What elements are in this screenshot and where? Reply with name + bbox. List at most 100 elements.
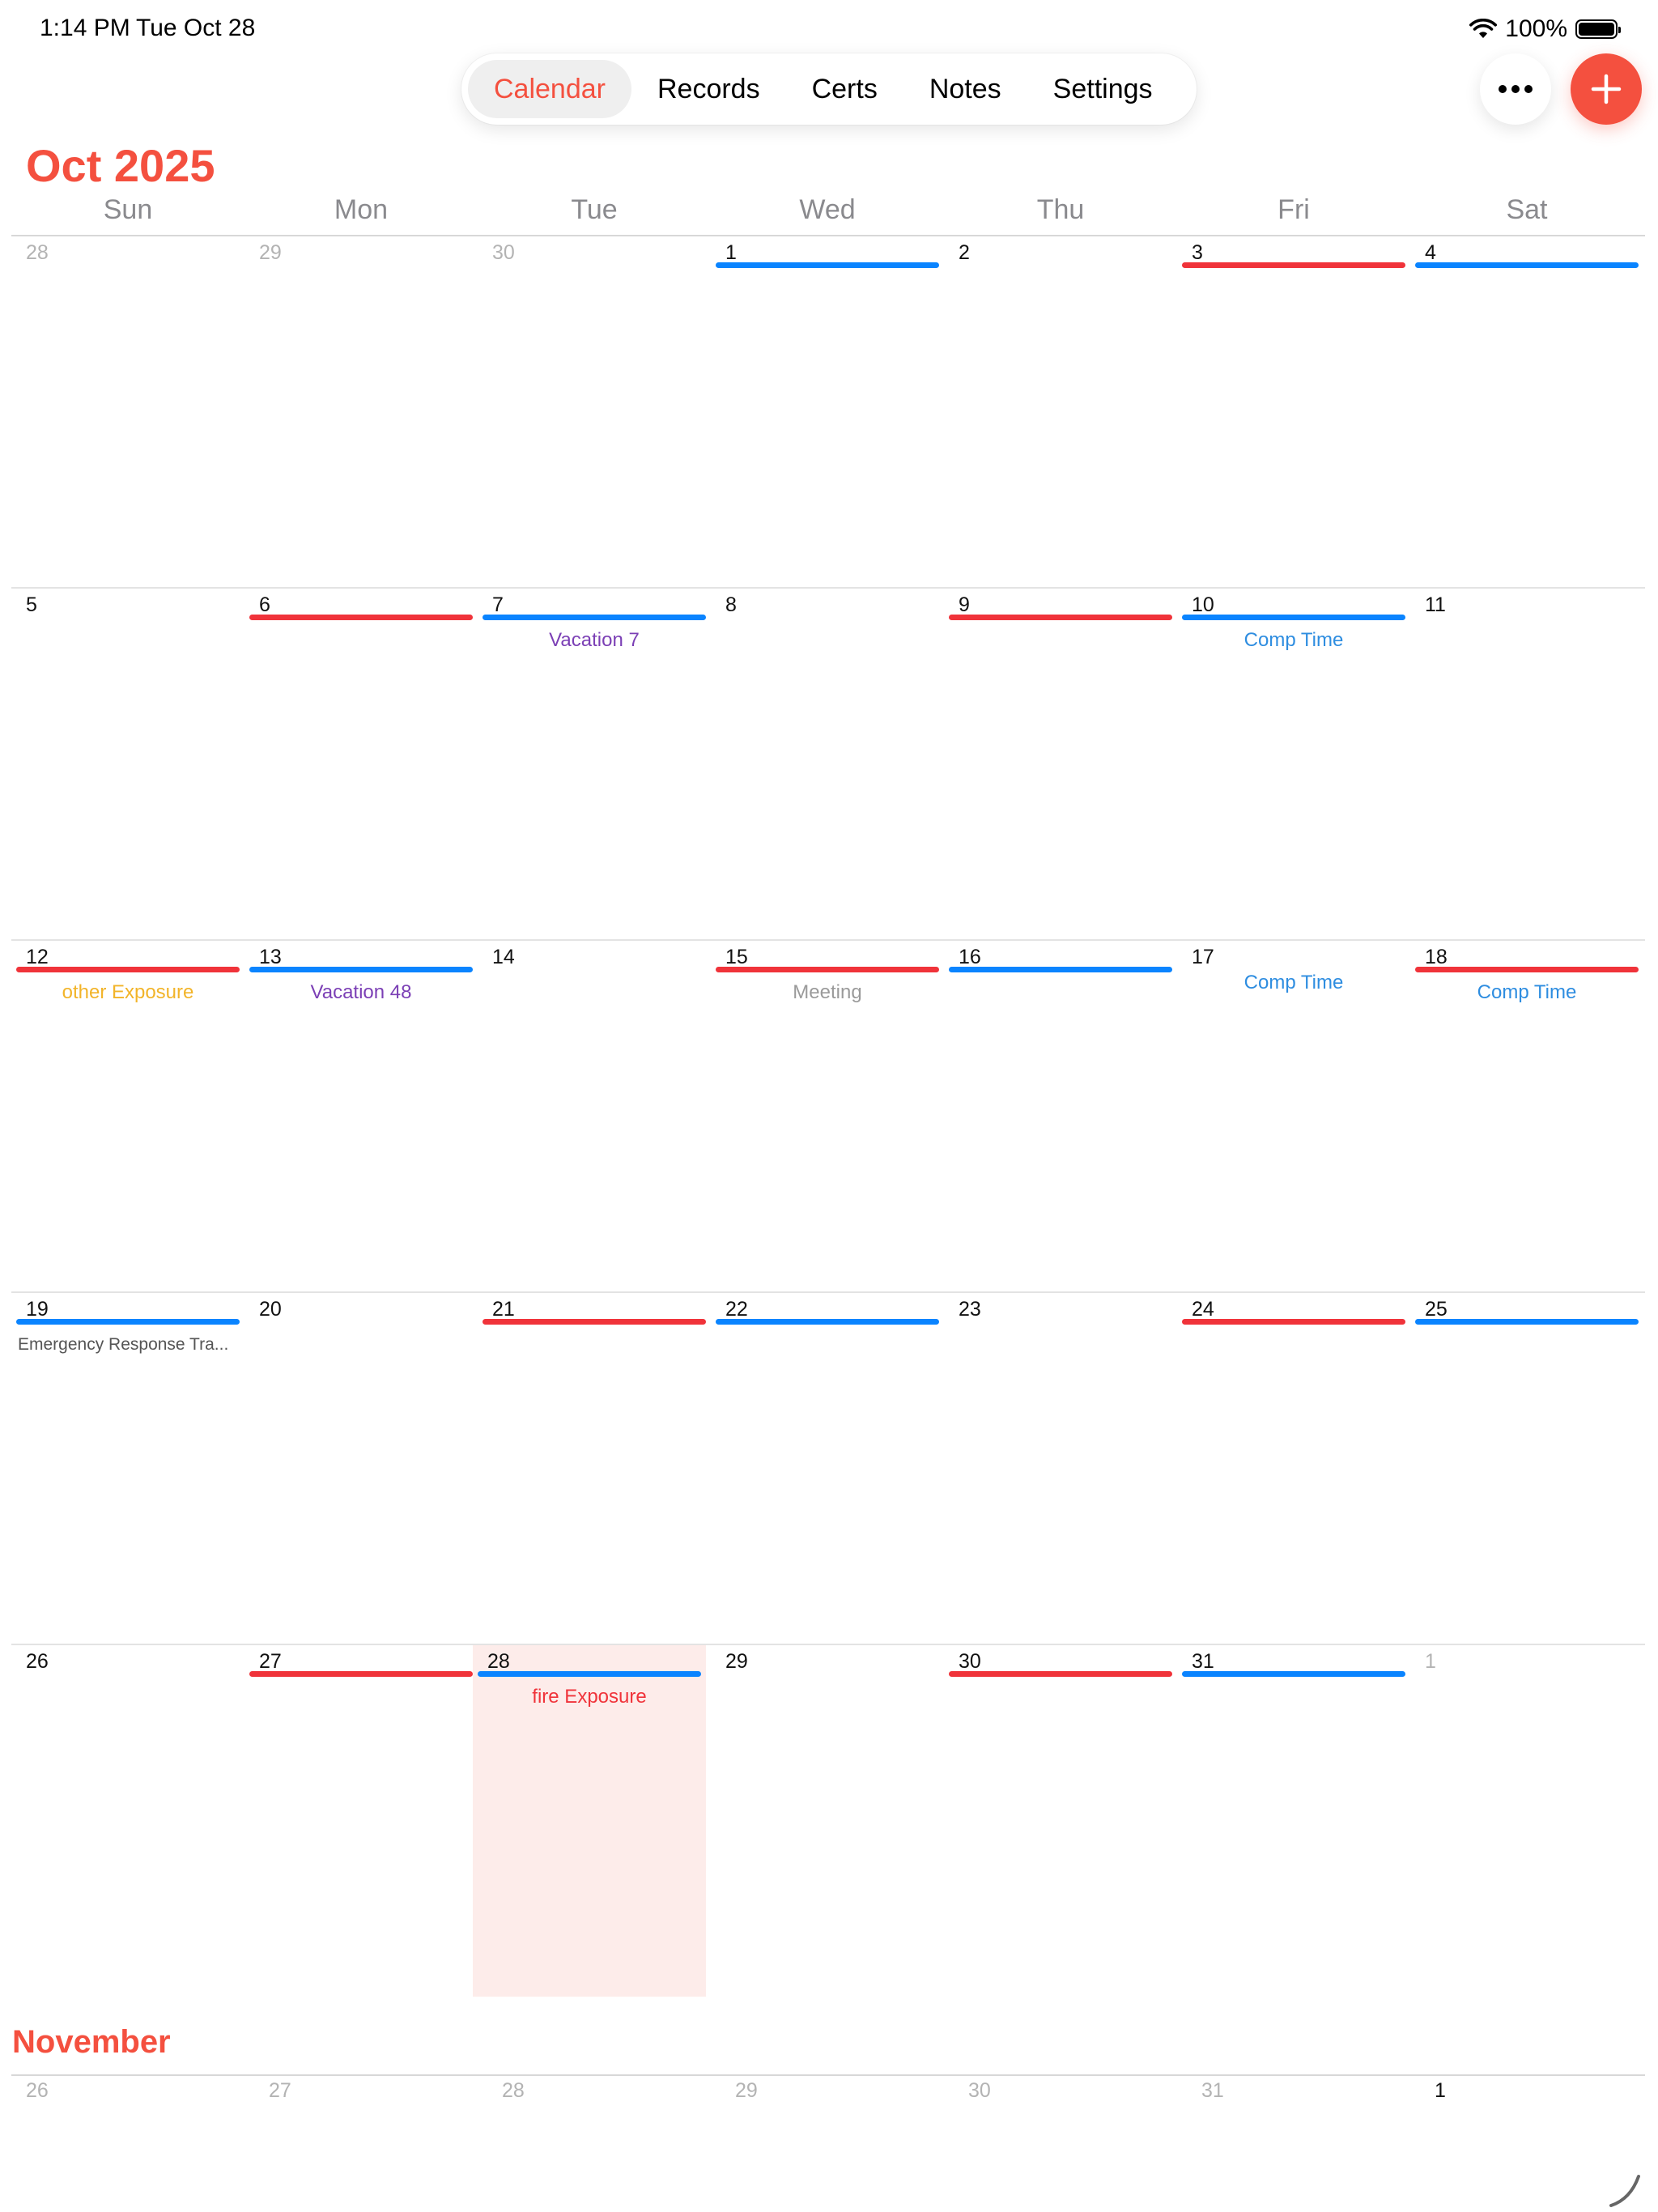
shift-bar-red [483, 1319, 706, 1325]
week-divider [11, 1644, 1645, 1645]
day-cell[interactable]: 17 Comp Time [1177, 941, 1410, 1292]
day-cell[interactable]: 6 [244, 589, 478, 940]
next-month-day[interactable]: 30 [968, 2079, 991, 2102]
day-cell[interactable]: 1 [1410, 1645, 1643, 1997]
day-number: 22 [725, 1298, 748, 1321]
day-number: 5 [26, 593, 37, 616]
shift-bar-red [1415, 967, 1639, 972]
weekday-wed: Wed [799, 194, 856, 225]
day-number: 28 [26, 241, 49, 264]
day-cell[interactable]: 29 [244, 236, 478, 588]
day-number: 21 [492, 1298, 515, 1321]
event-label[interactable]: fire Exposure [532, 1686, 647, 1708]
next-month-day[interactable]: 28 [502, 2079, 525, 2102]
day-cell[interactable]: 16 [944, 941, 1177, 1292]
day-cell[interactable]: 19 Emergency Response Tra... [11, 1293, 244, 1644]
day-cell[interactable]: 2 [944, 236, 1177, 588]
day-cell[interactable]: 9 [944, 589, 1177, 940]
day-cell[interactable]: 1 [711, 236, 944, 588]
shift-bar-blue [249, 967, 473, 972]
next-month-day[interactable]: 27 [269, 2079, 291, 2102]
add-button[interactable] [1571, 53, 1642, 125]
weekday-fri: Fri [1278, 194, 1310, 225]
day-cell[interactable]: 23 [944, 1293, 1177, 1644]
day-cell[interactable]: 24 [1177, 1293, 1410, 1644]
day-number: 31 [1192, 1650, 1214, 1673]
next-month-day[interactable]: 26 [26, 2079, 49, 2102]
shift-bar-red [249, 615, 473, 620]
day-number: 4 [1425, 241, 1436, 264]
day-number: 19 [26, 1298, 49, 1321]
day-cell[interactable]: 13 Vacation 48 [244, 941, 478, 1292]
event-label[interactable]: Emergency Response Tra... [18, 1335, 229, 1354]
day-cell[interactable]: 10 Comp Time [1177, 589, 1410, 940]
day-cell[interactable]: 21 [478, 1293, 711, 1644]
day-cell[interactable]: 3 [1177, 236, 1410, 588]
shift-bar-red [716, 967, 939, 972]
day-cell[interactable]: 29 [711, 1645, 944, 1997]
day-cell[interactable]: 15 Meeting [711, 941, 944, 1292]
tab-notes[interactable]: Notes [929, 73, 1001, 104]
day-cell[interactable]: 12 other Exposure [11, 941, 244, 1292]
tab-records[interactable]: Records [657, 73, 760, 104]
shift-bar-blue [1415, 1319, 1639, 1325]
shift-bar-red [949, 615, 1172, 620]
event-label[interactable]: Vacation 7 [549, 629, 640, 651]
day-number: 13 [259, 946, 282, 968]
tab-calendar[interactable]: Calendar [468, 60, 631, 118]
day-number: 9 [959, 593, 970, 616]
week-divider [11, 939, 1645, 941]
day-number: 30 [492, 241, 515, 264]
status-date: Tue Oct 28 [136, 15, 256, 41]
day-number: 20 [259, 1298, 282, 1321]
day-number: 7 [492, 593, 504, 616]
event-label[interactable]: Vacation 48 [310, 981, 412, 1003]
day-cell[interactable]: 5 [11, 589, 244, 940]
week-divider [11, 1291, 1645, 1293]
event-label[interactable]: other Exposure [62, 981, 194, 1003]
tab-settings[interactable]: Settings [1052, 73, 1153, 104]
day-number: 1 [1425, 1650, 1436, 1673]
day-cell[interactable]: 30 [944, 1645, 1177, 1997]
next-month-day[interactable]: 1 [1435, 2079, 1446, 2102]
day-number: 1 [725, 241, 737, 264]
event-label[interactable]: Comp Time [1244, 629, 1344, 651]
tab-certs[interactable]: Certs [811, 73, 878, 104]
day-cell[interactable]: 20 [244, 1293, 478, 1644]
day-number: 16 [959, 946, 981, 968]
day-cell[interactable]: 14 [478, 941, 711, 1292]
day-cell[interactable]: 30 [478, 236, 711, 588]
day-cell-today[interactable]: 28 fire Exposure [473, 1645, 706, 1997]
event-label[interactable]: Meeting [793, 981, 862, 1003]
shift-bar-blue [716, 1319, 939, 1325]
day-cell[interactable]: 28 [11, 236, 244, 588]
more-options-button[interactable] [1480, 53, 1551, 125]
day-cell[interactable]: 8 [711, 589, 944, 940]
day-cell[interactable]: 27 [244, 1645, 478, 1997]
day-cell[interactable]: 26 [11, 1645, 244, 1997]
day-number: 14 [492, 946, 515, 968]
shift-bar-red [949, 1671, 1172, 1677]
month-title: Oct 2025 [26, 140, 215, 191]
day-cell[interactable]: 4 [1410, 236, 1643, 588]
day-cell[interactable]: 25 [1410, 1293, 1643, 1644]
next-month-day[interactable]: 31 [1201, 2079, 1224, 2102]
shift-bar-blue [949, 967, 1172, 972]
event-label[interactable]: Comp Time [1244, 972, 1344, 993]
day-cell[interactable]: 31 [1177, 1645, 1410, 1997]
day-number: 17 [1192, 946, 1214, 968]
day-number: 6 [259, 593, 270, 616]
day-number: 11 [1425, 593, 1446, 616]
day-cell[interactable]: 18 Comp Time [1410, 941, 1643, 1292]
day-cell[interactable]: 11 [1410, 589, 1643, 940]
day-cell[interactable]: 7 Vacation 7 [478, 589, 711, 940]
day-number: 18 [1425, 946, 1448, 968]
event-label[interactable]: Comp Time [1477, 981, 1577, 1003]
day-number: 25 [1425, 1298, 1448, 1321]
wifi-icon [1469, 19, 1498, 38]
shift-bar-blue [16, 1319, 240, 1325]
day-number: 30 [959, 1650, 981, 1673]
next-month-day[interactable]: 29 [735, 2079, 758, 2102]
day-cell[interactable]: 22 [711, 1293, 944, 1644]
scroll-corner-icon [1609, 2175, 1640, 2207]
